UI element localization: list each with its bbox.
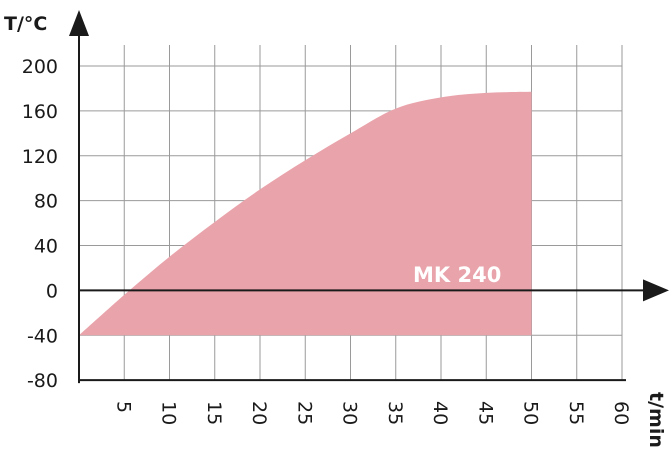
- x-tick-labels: 5 10 15 20 25 30 35 40 45 50 55 60: [112, 401, 632, 425]
- x-tick-label: 20: [248, 401, 270, 425]
- x-axis-arrow-icon: [643, 279, 669, 302]
- axes: [69, 10, 669, 384]
- y-tick-label: 40: [34, 236, 58, 258]
- x-tick-label: 55: [565, 401, 587, 425]
- y-tick-label: -80: [27, 370, 58, 392]
- x-tick-label: 5: [112, 401, 134, 413]
- y-tick-label: 200: [22, 56, 58, 78]
- x-tick-label: 35: [384, 401, 406, 425]
- series-label-mk-240: MK 240: [413, 263, 501, 287]
- y-tick-label: -40: [27, 325, 58, 347]
- y-tick-label: 120: [22, 146, 58, 168]
- x-tick-label: 45: [474, 401, 496, 425]
- y-axis-label: T/°C: [4, 13, 47, 35]
- x-tick-label: 50: [520, 401, 542, 425]
- x-axis-label: t/min: [645, 392, 667, 448]
- x-tick-label: 15: [203, 401, 225, 425]
- x-tick-label: 60: [610, 401, 632, 425]
- y-tick-label: 160: [22, 101, 58, 123]
- y-tick-label: 80: [34, 191, 58, 213]
- x-tick-label: 25: [293, 401, 315, 425]
- x-tick-label: 10: [158, 401, 180, 425]
- y-tick-labels: 200 160 120 80 40 0 -40 -80: [22, 56, 58, 392]
- y-axis-arrow-icon: [69, 10, 89, 36]
- x-tick-label: 40: [429, 401, 451, 425]
- series-area-mk-240: [79, 91, 532, 336]
- y-tick-label: 0: [46, 280, 58, 302]
- x-tick-label: 30: [339, 401, 361, 425]
